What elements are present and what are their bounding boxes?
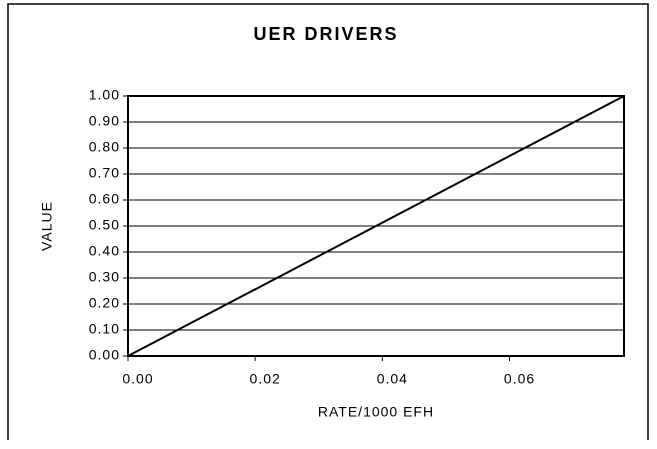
line bbox=[127, 95, 625, 357]
y-tick-label: 0.50 bbox=[89, 217, 120, 233]
x-tick-label: 0.04 bbox=[377, 371, 408, 387]
y-tick-label: 0.10 bbox=[89, 321, 120, 337]
x-tick-label: 0.00 bbox=[122, 371, 153, 387]
y-tick-label: 0.80 bbox=[89, 139, 120, 155]
y-tick-label: 0.60 bbox=[89, 191, 120, 207]
x-tick-label: 0.02 bbox=[250, 371, 281, 387]
x-axis-label: RATE/1000 EFH bbox=[318, 404, 434, 420]
frame bbox=[7, 3, 649, 440]
y-tick-label: 0.90 bbox=[89, 113, 120, 129]
chart-title: UER DRIVERS bbox=[253, 24, 398, 44]
y-tick-label: 0.20 bbox=[89, 295, 120, 311]
x-tick-label: 0.06 bbox=[504, 371, 535, 387]
y-tick-label: 1.00 bbox=[89, 87, 120, 103]
y-tick-label: 0.30 bbox=[89, 269, 120, 285]
plot-area bbox=[127, 95, 625, 357]
y-axis-label: VALUE bbox=[39, 201, 55, 251]
y-tick-label: 0.40 bbox=[89, 243, 120, 259]
y-tick-label: 0.00 bbox=[89, 347, 120, 363]
y-tick-label: 0.70 bbox=[89, 165, 120, 181]
